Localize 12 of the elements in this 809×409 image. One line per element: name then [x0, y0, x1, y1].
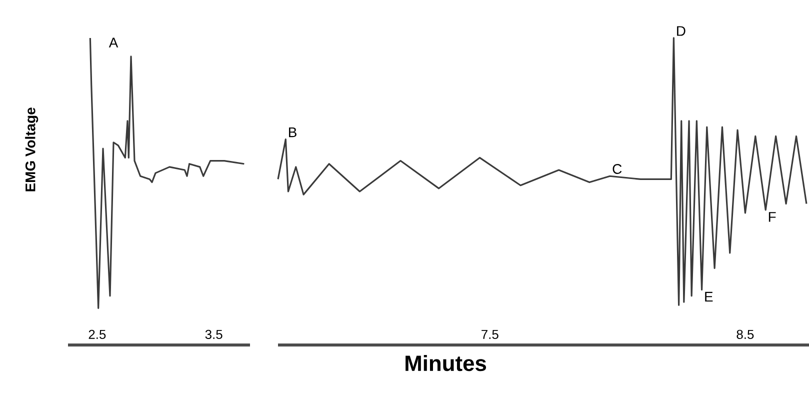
annotation: A: [108, 38, 118, 48]
annotation: E: [705, 292, 713, 302]
annotation: B: [289, 128, 296, 138]
x-tick-label: 8.5: [736, 330, 754, 339]
x-tick-label: 2.5: [88, 330, 106, 339]
annotation: C: [612, 164, 622, 174]
annotation: D: [677, 26, 686, 36]
y-axis-title: EMG Voltage: [25, 108, 38, 192]
annotation: F: [768, 212, 776, 222]
x-tick-label: 7.5: [482, 330, 498, 339]
x-axis-title: Minutes: [406, 354, 486, 372]
x-tick-label: 3.5: [205, 330, 222, 339]
